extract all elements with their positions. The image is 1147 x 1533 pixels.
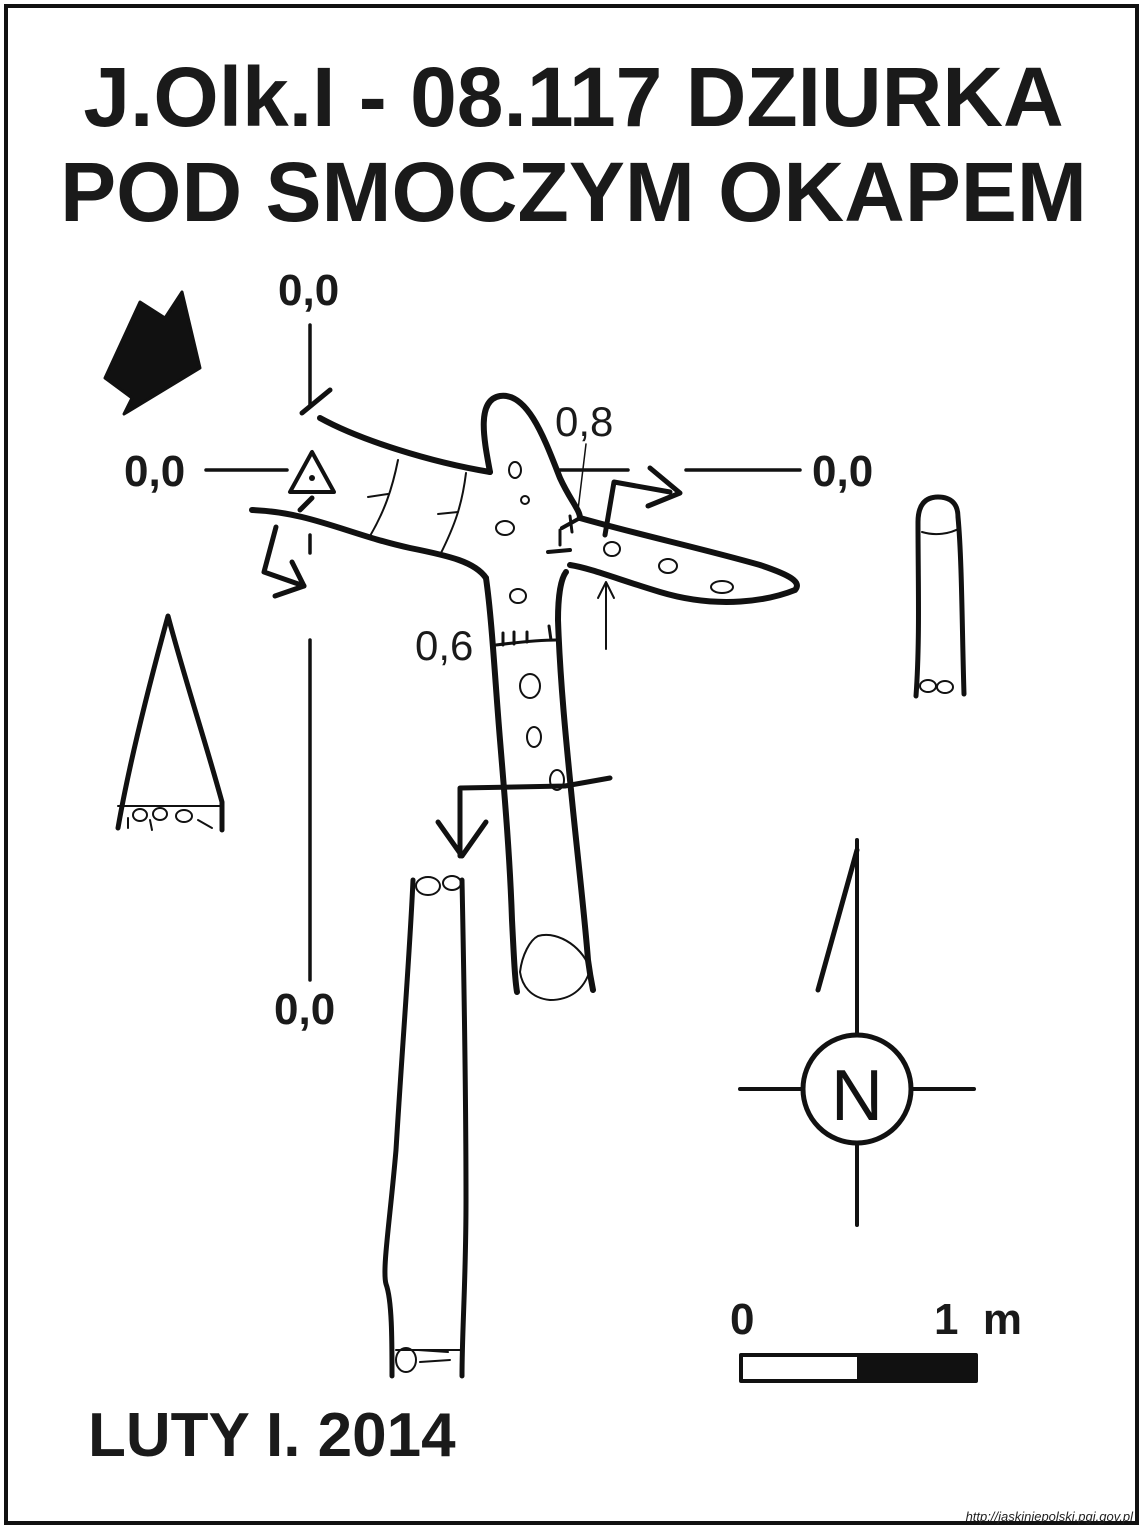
cave-wall-central bbox=[480, 392, 583, 521]
map-frame bbox=[4, 4, 1139, 1525]
survey-station-icon bbox=[288, 450, 336, 494]
section-arrow-left bbox=[261, 524, 307, 589]
cave-title-line2: POD SMOCZYM OKAPEM bbox=[60, 145, 1087, 239]
cave-wall-corridor-right bbox=[555, 617, 596, 993]
section-label-right: 0,0 bbox=[812, 447, 873, 496]
section-arrow-right bbox=[602, 479, 673, 538]
depth-label-lower: 0,6 bbox=[415, 622, 473, 669]
cross-section-right bbox=[913, 494, 967, 699]
cave-wall-left-arm-bottom bbox=[249, 507, 489, 581]
source-url: http://jaskiniepolski.pgi.gov.pl bbox=[965, 1509, 1133, 1524]
section-label-bottom: 0,0 bbox=[274, 985, 335, 1034]
cave-title-line1: J.Olk.I - 08.117 DZIURKA bbox=[83, 50, 1064, 144]
section-arrow-bottom bbox=[457, 775, 613, 859]
section-label-left: 0,0 bbox=[124, 447, 185, 496]
cave-wall-left-arm-top bbox=[317, 415, 493, 475]
scale-label-end: 1 m bbox=[934, 1295, 1022, 1344]
scale-label-start: 0 bbox=[730, 1295, 754, 1344]
section-label-top: 0,0 bbox=[278, 266, 339, 315]
boulder bbox=[519, 933, 591, 1001]
scale-bar bbox=[739, 1353, 978, 1383]
cross-section-left bbox=[115, 613, 225, 833]
depth-label-upper: 0,8 bbox=[555, 398, 613, 445]
entrance-arrow-icon bbox=[103, 290, 202, 416]
north-compass-icon bbox=[738, 838, 976, 1227]
cross-section-bottom bbox=[382, 877, 416, 1379]
survey-date: LUTY I. 2014 bbox=[88, 1401, 456, 1470]
cave-wall-right-arm bbox=[567, 515, 800, 605]
compass-north-letter: N bbox=[831, 1056, 883, 1136]
cave-wall-corridor-left bbox=[483, 575, 520, 995]
